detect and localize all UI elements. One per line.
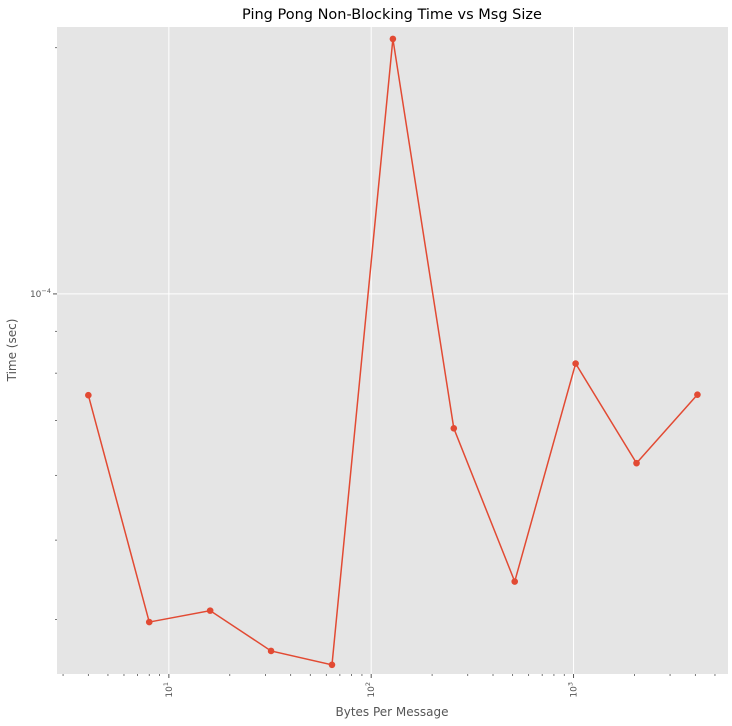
- x-tick-label-0: 101: [162, 682, 175, 698]
- data-point-2: [206, 607, 214, 614]
- data-point-10: [694, 391, 701, 398]
- data-point-8: [572, 360, 579, 367]
- grid: [57, 27, 728, 674]
- x-axis-label: Bytes Per Message: [335, 705, 448, 719]
- data-point-4: [328, 661, 336, 669]
- data-point-7: [511, 578, 519, 585]
- data-point-0: [85, 391, 92, 399]
- y-axis-label: Time (sec): [5, 319, 19, 383]
- y-tick-label-0: 10−4: [30, 287, 51, 300]
- x-tick-label-2: 103: [567, 682, 580, 698]
- chart-title: Ping Pong Non-Blocking Time vs Msg Size: [242, 7, 542, 23]
- data-point-5: [389, 35, 397, 43]
- data-point-6: [450, 425, 458, 432]
- series-layer: [85, 35, 701, 669]
- data-point-3: [267, 647, 275, 655]
- data-point-1: [145, 618, 153, 626]
- axis-ticks: 101 102 103 10−4: [30, 47, 716, 698]
- x-tick-label-1: 102: [364, 682, 377, 698]
- data-point-9: [633, 459, 640, 467]
- plot-background: [57, 27, 728, 674]
